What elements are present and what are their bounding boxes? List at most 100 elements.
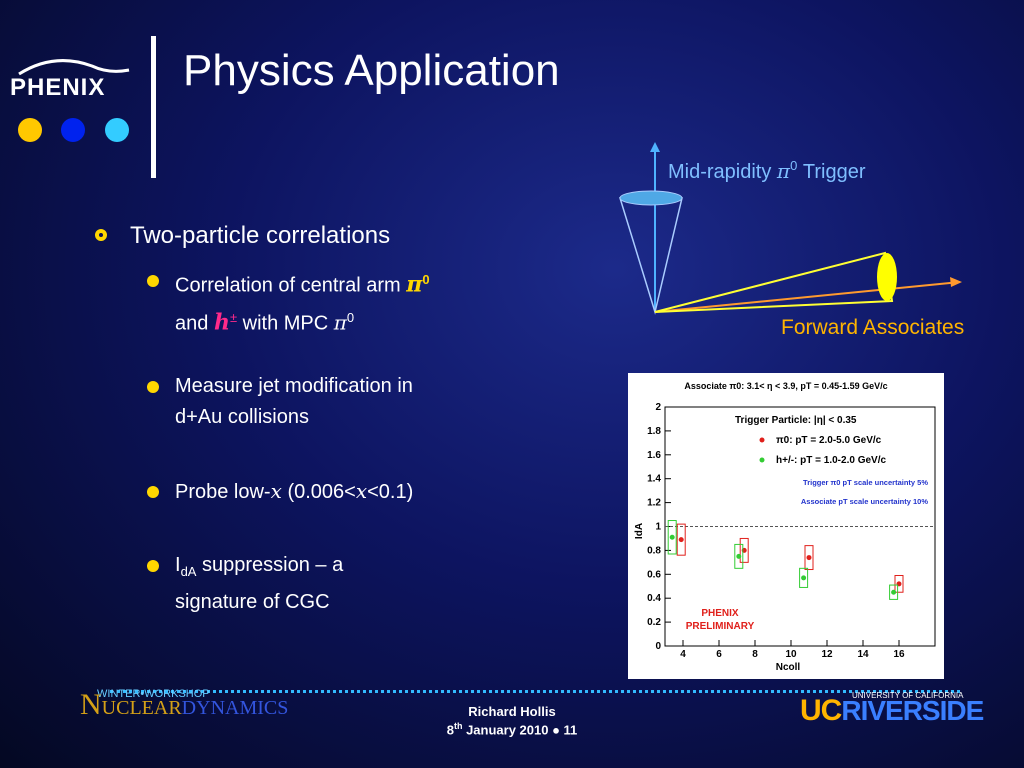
text: Mid-rapidity bbox=[668, 161, 777, 183]
y-tick-label: 0 bbox=[655, 641, 661, 652]
conference: NUCLEARDYNAMICS bbox=[80, 688, 288, 722]
error-box bbox=[739, 537, 749, 563]
error-box bbox=[799, 567, 809, 588]
university-logo: UCRIVERSIDE bbox=[800, 694, 984, 728]
text: Trigger bbox=[797, 161, 866, 183]
error-box bbox=[889, 584, 899, 600]
x-tick-label: 6 bbox=[716, 649, 722, 660]
text: Probe low- bbox=[175, 481, 271, 503]
text: π bbox=[406, 271, 423, 298]
associate-cone-end bbox=[877, 253, 897, 301]
bullet-icon bbox=[95, 229, 107, 241]
y-tick-label: 1.4 bbox=[647, 474, 661, 485]
x-tick-label: 14 bbox=[857, 649, 869, 660]
bullet-icon bbox=[147, 381, 159, 393]
bullet-text: Measure jet modification in d+Au collisio… bbox=[175, 371, 413, 433]
text: h bbox=[213, 309, 230, 336]
x-tick-label: 12 bbox=[821, 649, 833, 660]
x-tick-label: 16 bbox=[893, 649, 905, 660]
trigger-label: Mid-rapidity π0 Trigger bbox=[668, 158, 866, 183]
data-point bbox=[891, 589, 897, 595]
text: signature of CGC bbox=[175, 591, 330, 613]
x-tick-label: 10 bbox=[785, 649, 797, 660]
trigger-cone-end bbox=[619, 190, 683, 206]
bullet-text: Correlation of central arm π0 and h± wit… bbox=[175, 264, 430, 339]
error-box bbox=[667, 520, 677, 555]
text: and bbox=[175, 312, 214, 335]
associate-label: Forward Associates bbox=[781, 316, 964, 339]
y-tick-label: 1.6 bbox=[647, 450, 661, 461]
diagram: Mid-rapidity π0 Trigger Forward Associat… bbox=[618, 142, 964, 339]
text: UCLEAR bbox=[101, 697, 182, 719]
text: x bbox=[270, 479, 282, 503]
x-tick-label: 8 bbox=[752, 649, 758, 660]
bullet-icon bbox=[147, 560, 159, 572]
text: Correlation of central arm bbox=[175, 274, 407, 297]
text: 0 bbox=[422, 272, 430, 287]
data-point bbox=[736, 553, 742, 559]
university: UNIVERSITY OF CALIFORNIA bbox=[852, 691, 964, 700]
text: 0 bbox=[790, 158, 797, 173]
y-tick-label: 2 bbox=[655, 402, 661, 413]
text: d+Au collisions bbox=[175, 406, 309, 428]
logo-dot bbox=[18, 118, 42, 142]
text: π bbox=[776, 159, 791, 183]
legend-marker bbox=[759, 457, 765, 463]
y-tick-label: 0.2 bbox=[647, 617, 661, 628]
text: YNAMICS bbox=[196, 697, 289, 719]
logo: PHENIX bbox=[10, 74, 106, 101]
legend-label: π0: pT = 2.0-5.0 GeV/c bbox=[776, 435, 882, 446]
x-tick-label: 4 bbox=[680, 649, 686, 660]
text: x bbox=[355, 479, 368, 503]
legend-label: h+/-: pT = 1.0-2.0 GeV/c bbox=[776, 455, 886, 466]
text: π bbox=[333, 310, 347, 335]
error-box bbox=[804, 545, 814, 571]
associate-cone bbox=[654, 251, 894, 313]
text: th bbox=[453, 721, 463, 731]
legend-marker bbox=[759, 437, 765, 443]
bullet-text: IdA suppression – a signature of CGC bbox=[175, 550, 343, 618]
arrowhead bbox=[950, 277, 962, 287]
annotation: PRELIMINARY bbox=[686, 621, 755, 632]
text: with MPC bbox=[237, 312, 334, 335]
x-axis-label: Ncoll bbox=[776, 662, 801, 673]
note: Associate pT scale uncertainty 10% bbox=[801, 497, 928, 506]
logo-swoosh bbox=[18, 59, 130, 76]
text: Measure jet modification in bbox=[175, 375, 413, 397]
y-axis-label: IdA bbox=[634, 523, 645, 539]
text: I bbox=[175, 554, 181, 576]
text: UC bbox=[800, 694, 842, 727]
note: Trigger π0 pT scale uncertainty 5% bbox=[803, 478, 928, 487]
date: 8th January 2010 ● 11 bbox=[412, 721, 612, 737]
plot: Associate π0: 3.1< η < 3.9, pT = 0.45-1.… bbox=[628, 373, 944, 679]
y-tick-label: 1.8 bbox=[647, 426, 661, 437]
author: Richard Hollis bbox=[468, 704, 556, 719]
bullet-text: Probe low-x (0.006<x<0.1) bbox=[175, 476, 413, 508]
workshop: WINTER•WORKSHOP bbox=[97, 688, 210, 700]
arrowhead bbox=[650, 142, 660, 152]
trigger-cone bbox=[618, 197, 683, 315]
bullet-icon bbox=[147, 275, 159, 287]
bullet-text: Two-particle correlations bbox=[130, 222, 391, 249]
slide-title: Physics Application bbox=[183, 46, 560, 95]
y-tick-label: 0.6 bbox=[647, 569, 661, 580]
error-box bbox=[894, 574, 904, 593]
text: RIVERSIDE bbox=[841, 695, 984, 726]
error-box bbox=[734, 543, 744, 569]
bullet-icon bbox=[147, 486, 159, 498]
text: dA bbox=[180, 564, 197, 579]
text: 0 bbox=[346, 309, 355, 325]
text: January 2010 ● 11 bbox=[462, 722, 578, 738]
legend-title: Trigger Particle: |η| < 0.35 bbox=[735, 415, 857, 426]
logo-dot bbox=[61, 118, 85, 142]
data-point bbox=[806, 555, 812, 561]
text: ± bbox=[229, 309, 238, 325]
y-tick-label: 0.8 bbox=[647, 545, 661, 556]
text: D bbox=[181, 697, 197, 719]
footer-rule bbox=[110, 690, 960, 696]
data-point bbox=[678, 537, 684, 543]
logo-dot bbox=[105, 118, 129, 142]
divider bbox=[151, 36, 156, 178]
annotation: PHENIX bbox=[701, 608, 739, 619]
